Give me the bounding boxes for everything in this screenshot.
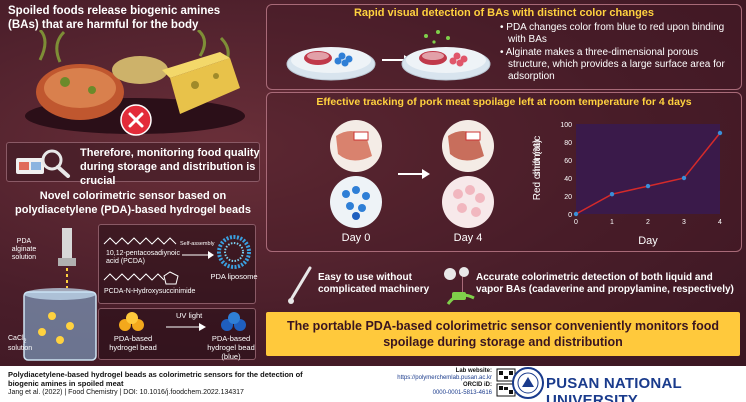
footer	[0, 366, 746, 402]
easy-to-use-text: Easy to use without complicated machiner…	[318, 272, 430, 295]
cacl2-label: CaCl2 solution	[8, 335, 33, 353]
university-seal-icon	[512, 367, 544, 399]
petri-dish-illustration	[286, 30, 491, 81]
liposome-icon	[217, 235, 251, 269]
y-tick-label: 0	[568, 212, 572, 219]
y-axis-label: Red chromaticshift (%)	[532, 136, 543, 200]
self-assembly-label: Self-assembly	[180, 241, 215, 247]
yellow-beads-icon	[119, 312, 144, 331]
monitoring-magnifier-icon	[16, 149, 70, 178]
pda-bead-label: PDA-based hydrogel bead	[109, 334, 157, 352]
spoilage-tracking-title: Effective tracking of pork meat spoilage…	[316, 96, 692, 108]
red-chromatic-shift-chart: 0 20 40 60 80 100 0 1 2 3 4 Red chromaticshift (%)…	[532, 122, 723, 247]
harmful-x-icon	[120, 104, 152, 136]
day-label: Day 4	[453, 232, 483, 244]
orcid-id: 0000-0001-5813-4616	[432, 389, 492, 396]
lab-website-label: Lab website:	[455, 368, 492, 374]
chemistry-box	[98, 224, 256, 304]
data-point	[609, 192, 615, 197]
x-tick-label: 1	[610, 219, 614, 226]
orcid-label: ORCID iD:	[463, 382, 492, 389]
detection-bullets: • PDA changes color from blue to red upo…	[498, 22, 738, 84]
feature-divider	[462, 270, 463, 300]
pcda-nhs-structure-icon	[103, 271, 179, 285]
day-label: Day 0	[341, 232, 371, 244]
x-tick-label: 4	[718, 219, 722, 226]
sensor-title: Novel colorimetric sensor based on polyd…	[15, 190, 251, 216]
plot-area	[576, 124, 720, 214]
y-tick-label: 60	[564, 158, 572, 165]
bullet-item: • Alginate makes a three-dimensional por…	[500, 47, 725, 82]
x-tick-label: 2	[646, 219, 650, 226]
y-tick-label: 80	[564, 140, 572, 147]
self-assembly-arrow-icon	[182, 251, 214, 259]
y-tick-label: 100	[560, 122, 572, 129]
lab-info: Lab website: https://polymerchemlab.pusa…	[396, 368, 492, 397]
blue-beads-icon	[221, 312, 246, 331]
vapor-detection-icon	[444, 267, 475, 305]
pda-liposome-label: PDA liposome	[210, 272, 258, 281]
rapid-detection-title: Rapid visual detection of BAs with disti…	[353, 7, 655, 19]
pipette-icon	[288, 266, 312, 304]
pcda-label: 10,12-pentacosadiynoic acid (PCDA)	[106, 250, 180, 265]
meat-circles-illustration	[330, 120, 494, 228]
headline: Spoiled foods release biogenic amines (B…	[8, 5, 221, 31]
paper-title: Polydiacetylene-based hydrogel beads as …	[8, 370, 303, 388]
y-tick-label: 40	[564, 176, 572, 183]
pda-alginate-label: PDA alginate solution	[11, 238, 37, 261]
accurate-detection-text: Accurate colorimetric detection of both …	[476, 272, 734, 295]
spoiled-food-illustration	[25, 30, 245, 134]
x-axis-label: Day	[638, 235, 658, 247]
conclusion-text: The portable PDA-based colorimetric sens…	[286, 319, 720, 349]
pda-bead-blue-label: PDA-based hydrogel bead (blue)	[207, 334, 255, 361]
conclusion-banner	[266, 312, 740, 356]
qr-code-icon	[496, 368, 516, 397]
monitoring-text: Therefore, monitoring food quality durin…	[80, 147, 260, 187]
bullet-item: • PDA changes color from blue to red upo…	[500, 22, 725, 45]
citation: Jang et al. (2022) | Food Chemistry | DO…	[8, 389, 244, 396]
data-point	[573, 211, 579, 217]
uv-arrow-icon	[166, 323, 206, 331]
y-tick-label: 20	[564, 194, 572, 201]
pcda-nhs-label: PCDA-N-Hydroxysuccinimide	[104, 288, 196, 295]
pcda-structure-icon	[103, 237, 177, 245]
lab-website-link[interactable]: https://polymerchemlab.pusan.ac.kr	[397, 375, 492, 382]
x-tick-label: 0	[574, 219, 578, 226]
university-name: PUSAN NATIONAL UNIVERSITY	[546, 375, 682, 402]
uv-light-label: UV light	[176, 311, 203, 320]
infographic-canvas: Spoiled foods release biogenic amines (B…	[0, 0, 746, 366]
monitoring-box	[6, 142, 260, 182]
data-point	[645, 183, 651, 189]
data-point	[681, 175, 687, 181]
beaker-illustration	[23, 228, 97, 361]
sensor-panel: PDA alginate solution CaCl2 solution 10,1…	[6, 220, 260, 364]
data-point	[717, 130, 723, 136]
x-tick-label: 3	[682, 219, 686, 226]
